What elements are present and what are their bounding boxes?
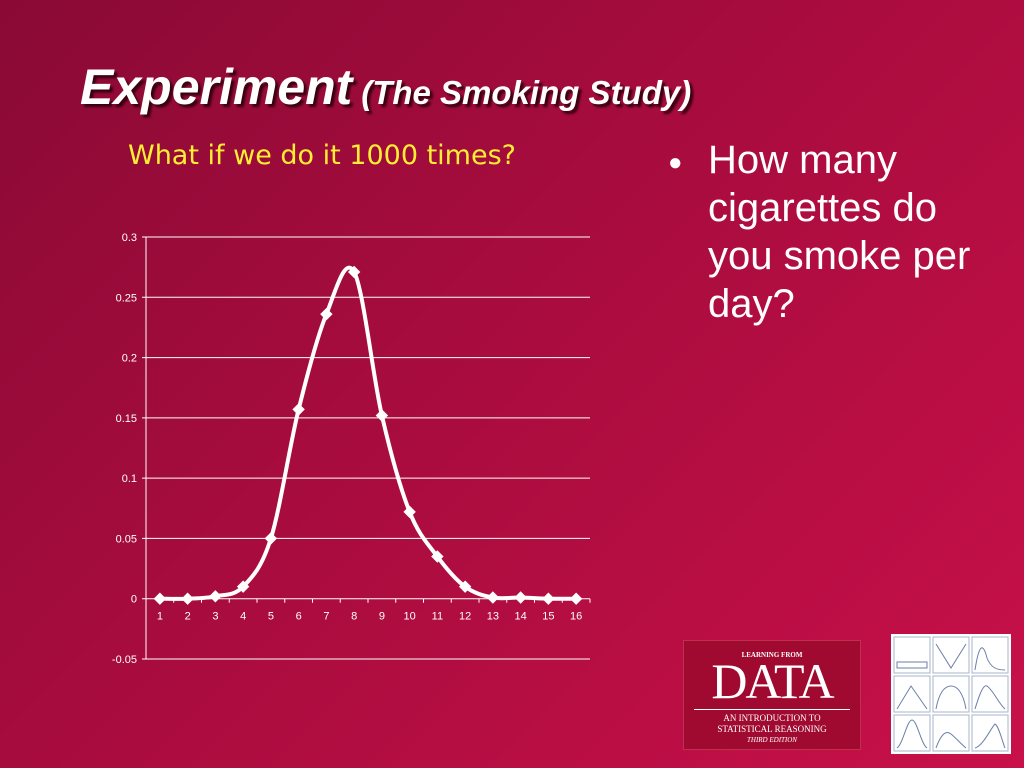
data-point-5 bbox=[264, 532, 278, 545]
thumb-v-shape bbox=[935, 643, 967, 669]
series bbox=[153, 265, 583, 605]
data-point-14 bbox=[514, 591, 527, 604]
x-tick-label: 9 bbox=[379, 611, 385, 623]
x-tick-label: 12 bbox=[459, 611, 471, 623]
thumb-uniform-shape bbox=[896, 661, 928, 669]
distribution-thumbnails bbox=[891, 634, 1011, 754]
x-tick-label: 15 bbox=[542, 611, 554, 623]
y-tick-label: 0 bbox=[131, 594, 137, 606]
x-tick-label: 11 bbox=[432, 611, 443, 623]
thumb-left-skew-shape bbox=[974, 723, 1006, 749]
data-point-6 bbox=[292, 403, 305, 416]
logo-line2: STATISTICAL REASONING bbox=[717, 724, 827, 734]
bullet-dot-icon: ● bbox=[668, 149, 683, 176]
y-tick-label: 0.15 bbox=[116, 413, 137, 425]
thumb-bell-flat-shape bbox=[935, 685, 967, 710]
thumb-triangle-shape bbox=[896, 685, 928, 710]
thumb-right-skew-shape bbox=[974, 647, 1006, 671]
thumbnail-background bbox=[891, 634, 1011, 754]
x-tick-label: 10 bbox=[404, 611, 416, 623]
thumb-frame-2 bbox=[932, 636, 970, 674]
data-point-7 bbox=[320, 307, 333, 321]
x-tick-label: 13 bbox=[487, 611, 499, 623]
x-tick-label: 4 bbox=[240, 611, 246, 623]
data-point-10 bbox=[403, 505, 416, 519]
logo-line3: THIRD EDITION bbox=[747, 736, 797, 744]
y-tick-label: 0.3 bbox=[122, 232, 137, 244]
slide-subtitle: What if we do it 1000 times? bbox=[128, 140, 516, 171]
slide-title: Experiment (The Smoking Study) bbox=[80, 58, 691, 116]
data-point-12 bbox=[458, 580, 472, 593]
book-logo: LEARNING FROM DATA AN INTRODUCTION TO ST… bbox=[683, 640, 861, 750]
logo-line1: AN INTRODUCTION TO bbox=[723, 713, 821, 723]
thumb-frame-4 bbox=[893, 675, 931, 713]
thumb-frame-1 bbox=[893, 636, 931, 674]
thumb-frame-8 bbox=[932, 714, 970, 752]
x-tick-label: 1 bbox=[157, 611, 163, 623]
x-tick-label: 7 bbox=[323, 611, 329, 623]
data-point-15 bbox=[542, 592, 555, 605]
data-point-13 bbox=[486, 591, 500, 604]
thumb-frame-7 bbox=[893, 714, 931, 752]
thumb-frame-3 bbox=[971, 636, 1009, 674]
y-tick-label: 0.1 bbox=[122, 473, 137, 485]
x-tick-label: 2 bbox=[185, 611, 191, 623]
y-tick-label: -0.05 bbox=[112, 654, 137, 666]
y-tick-label: 0.25 bbox=[116, 292, 137, 304]
thumb-frame-5 bbox=[932, 675, 970, 713]
x-tick-label: 8 bbox=[351, 611, 357, 623]
logo-rule bbox=[694, 709, 850, 710]
x-tick-label: 14 bbox=[515, 611, 527, 623]
title-sub: (The Smoking Study) bbox=[361, 74, 692, 111]
thumb-normal-shape bbox=[896, 719, 928, 749]
data-point-4 bbox=[236, 580, 250, 593]
data-point-11 bbox=[431, 550, 444, 563]
series-line-0 bbox=[159, 265, 577, 601]
thumb-skew-shape bbox=[974, 685, 1006, 710]
y-tick-label: 0.05 bbox=[116, 533, 137, 545]
logo-top-text: LEARNING FROM bbox=[741, 651, 803, 659]
bullet-text: How many cigarettes do you smoke per day… bbox=[708, 138, 971, 326]
data-point-3 bbox=[209, 590, 222, 603]
data-point-1 bbox=[153, 592, 167, 605]
thumb-low-bell-shape bbox=[935, 732, 967, 749]
thumb-frame-9 bbox=[971, 714, 1009, 752]
data-point-2 bbox=[181, 592, 194, 605]
logo-big-text: DATA bbox=[711, 653, 834, 709]
data-point-9 bbox=[375, 409, 389, 422]
title-main: Experiment bbox=[80, 59, 353, 115]
thumb-frame-6 bbox=[971, 675, 1009, 713]
data-point-8 bbox=[347, 265, 361, 279]
data-point-16 bbox=[569, 592, 583, 605]
x-tick-label: 3 bbox=[212, 611, 218, 623]
x-tick-label: 6 bbox=[296, 611, 302, 623]
x-tick-label: 5 bbox=[268, 611, 274, 623]
x-tick-label: 16 bbox=[570, 611, 582, 623]
y-tick-label: 0.2 bbox=[122, 353, 137, 365]
